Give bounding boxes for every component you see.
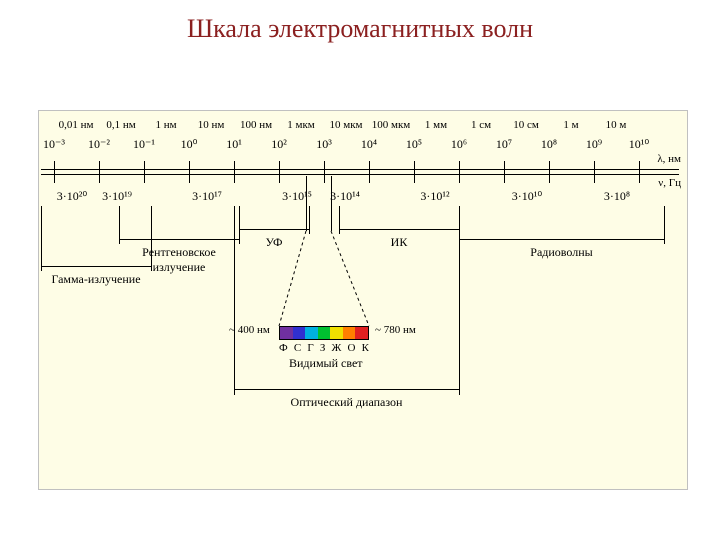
visible-label: Видимый свет [289, 356, 363, 371]
vis-nm-right: ~ 780 нм [375, 324, 416, 336]
spectrum-letter: Ж [331, 342, 341, 354]
spectrum-band [305, 327, 318, 339]
optical-label: Оптический диапазон [291, 395, 403, 410]
guide-stub [331, 176, 332, 231]
optical-connector [459, 206, 460, 389]
spectrum-band [355, 327, 368, 339]
vis-nm-left: ~ 400 нм [229, 324, 270, 336]
spectrum-band [280, 327, 293, 339]
spectrum-letter: З [320, 342, 326, 354]
spectrum-band [293, 327, 306, 339]
spectrum-letter: Ф [279, 342, 288, 354]
spectrum-letter: О [347, 342, 355, 354]
guide-line [39, 111, 689, 491]
visible-spectrum [279, 326, 369, 340]
spectrum-letter: Г [307, 342, 313, 354]
optical-connector [234, 206, 235, 389]
visible-letters: ФСГЗЖОК [279, 342, 369, 354]
optical-range [234, 389, 459, 390]
page-title: Шкала электромагнитных волн [0, 14, 720, 44]
em-spectrum-diagram: 0,01 нм0,1 нм1 нм10 нм100 нм1 мкм10 мкм1… [38, 110, 688, 490]
spectrum-band [343, 327, 356, 339]
spectrum-letter: К [362, 342, 369, 354]
spectrum-letter: С [294, 342, 301, 354]
spectrum-band [318, 327, 331, 339]
spectrum-band [330, 327, 343, 339]
